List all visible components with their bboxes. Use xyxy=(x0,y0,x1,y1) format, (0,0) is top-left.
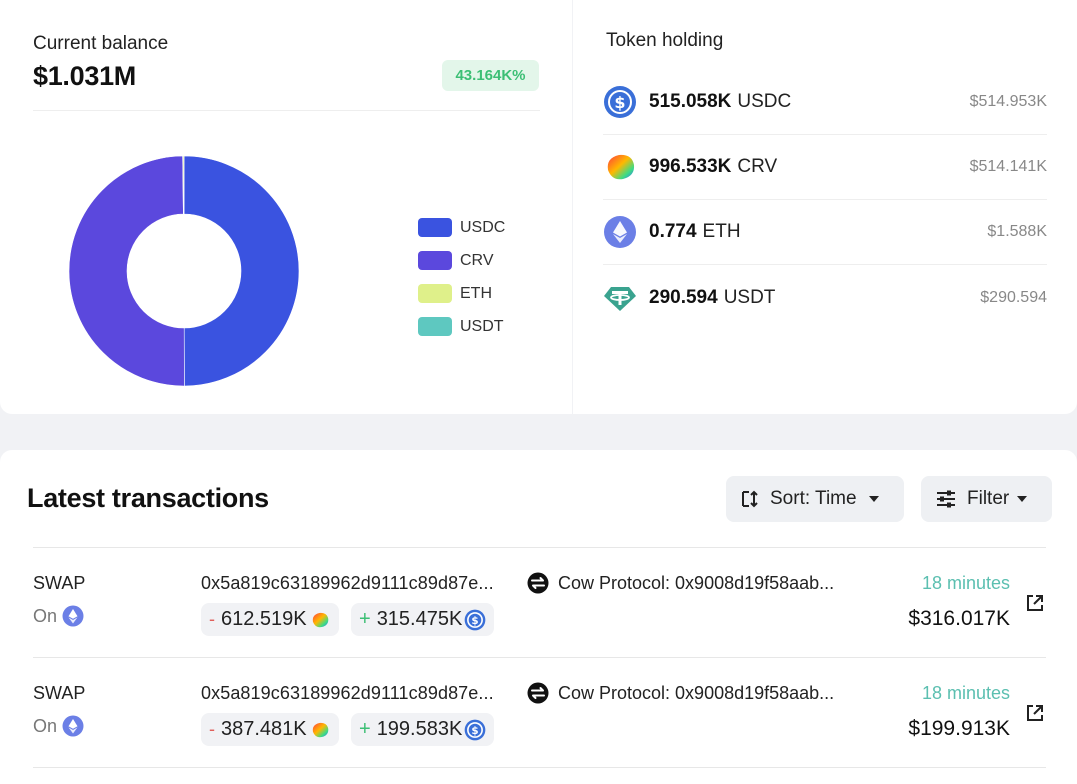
legend-swatch xyxy=(418,317,452,336)
transactions-title: Latest transactions xyxy=(27,483,269,513)
token-symbol: USDC xyxy=(737,91,792,112)
legend-swatch xyxy=(418,218,452,237)
usdc-icon: $ xyxy=(464,719,486,740)
usdc-icon: $ xyxy=(464,609,486,630)
swap-icon xyxy=(527,682,549,704)
token-value: $514.953K xyxy=(969,93,1047,110)
chart-legend: USDC CRV ETH USDT xyxy=(418,211,505,343)
tx-out-amount: - 387.481K xyxy=(201,713,339,746)
crv-icon xyxy=(607,154,635,180)
svg-text:$: $ xyxy=(614,93,625,112)
tx-chain: On xyxy=(33,605,84,627)
tx-on-label: On xyxy=(33,605,58,626)
eth-icon xyxy=(62,605,84,627)
sort-icon xyxy=(742,490,758,508)
crv-icon xyxy=(312,612,328,627)
legend-label: CRV xyxy=(460,251,494,269)
legend-swatch xyxy=(418,251,452,270)
amount-value: 315.475K xyxy=(376,608,463,630)
tx-out-amount: - 612.519K xyxy=(201,603,339,636)
tx-in-amount: + 199.583K $ xyxy=(351,713,495,746)
crv-icon xyxy=(312,722,328,737)
token-value: $514.141K xyxy=(969,158,1047,175)
legend-item-usdc: USDC xyxy=(418,211,505,244)
donut-slice-crv[interactable] xyxy=(68,155,185,387)
plus-sign: + xyxy=(359,608,371,630)
divider xyxy=(33,110,540,111)
usdt-icon xyxy=(604,286,636,311)
donut-chart xyxy=(68,155,300,387)
tx-usd-value: $316.017K xyxy=(908,607,1010,630)
token-amount: 290.594 xyxy=(649,286,718,308)
external-link-icon[interactable] xyxy=(1025,593,1045,613)
balance-card: Current balance $1.031M 43.164K% USDC CR… xyxy=(0,0,572,414)
token-amount: 996.533K xyxy=(649,156,732,177)
amount-value: 612.519K xyxy=(221,608,307,630)
filter-icon xyxy=(937,490,955,508)
amount-value: 387.481K xyxy=(221,718,307,740)
tx-on-label: On xyxy=(33,715,58,736)
divider xyxy=(33,767,1046,768)
plus-sign: + xyxy=(359,718,371,740)
tx-protocol-label: Cow Protocol: 0x9008d19f58aab... xyxy=(558,572,835,593)
legend-swatch xyxy=(418,284,452,303)
legend-label: ETH xyxy=(460,284,492,302)
token-row-usdt[interactable]: 290.594 USDT $290.594 xyxy=(603,265,1047,330)
svg-text:$: $ xyxy=(472,724,479,736)
minus-sign: - xyxy=(209,719,215,739)
token-holding-card: Token holding $ 515.058K USDC $514.953K … xyxy=(573,0,1077,414)
legend-item-crv: CRV xyxy=(418,244,505,277)
token-holding-title: Token holding xyxy=(606,30,724,51)
eth-icon xyxy=(62,715,84,737)
donut-slice-usdc[interactable] xyxy=(183,155,300,387)
eth-icon xyxy=(604,216,636,248)
filter-button[interactable]: Filter xyxy=(921,476,1052,522)
tx-protocol[interactable]: Cow Protocol: 0x9008d19f58aab... xyxy=(527,682,834,704)
tx-time: 18 minutes xyxy=(921,573,1010,593)
divider xyxy=(33,547,1046,548)
amount-value: 199.583K xyxy=(376,718,463,740)
legend-item-usdt: USDT xyxy=(418,310,505,343)
token-row-eth[interactable]: 0.774 ETH $1.588K xyxy=(603,200,1047,265)
svg-text:$: $ xyxy=(472,614,479,626)
transactions-card: Latest transactions Sort: Time Filter SW… xyxy=(0,450,1077,784)
filter-label: Filter xyxy=(967,488,1010,509)
tx-type: SWAP xyxy=(33,573,86,593)
swap-icon xyxy=(527,572,549,594)
sort-label: Sort: Time xyxy=(770,488,857,509)
tx-hash-link[interactable]: 0x5a819c63189962d9111c89d87e... xyxy=(201,683,494,703)
token-amount: 515.058K xyxy=(649,91,732,112)
tx-hash-link[interactable]: 0x5a819c63189962d9111c89d87e... xyxy=(201,573,494,593)
legend-item-eth: ETH xyxy=(418,277,505,310)
tx-chain: On xyxy=(33,715,84,737)
legend-label: USDT xyxy=(460,317,504,335)
token-symbol: ETH xyxy=(702,221,741,242)
caret-down-icon xyxy=(869,496,879,502)
token-value: $1.588K xyxy=(987,223,1047,240)
token-amount: 0.774 xyxy=(649,221,697,242)
tx-usd-value: $199.913K xyxy=(908,717,1010,740)
sort-button[interactable]: Sort: Time xyxy=(726,476,904,522)
external-link-icon[interactable] xyxy=(1025,703,1045,723)
tx-type: SWAP xyxy=(33,683,86,703)
usdc-icon: $ xyxy=(604,86,636,118)
legend-label: USDC xyxy=(460,218,506,236)
token-row-crv[interactable]: 996.533K CRV $514.141K xyxy=(603,135,1047,200)
change-badge: 43.164K% xyxy=(442,60,539,91)
token-row-usdc[interactable]: $ 515.058K USDC $514.953K xyxy=(603,70,1047,135)
tx-protocol[interactable]: Cow Protocol: 0x9008d19f58aab... xyxy=(527,572,834,594)
minus-sign: - xyxy=(209,609,215,629)
tx-in-amount: + 315.475K $ xyxy=(351,603,495,636)
tx-protocol-label: Cow Protocol: 0x9008d19f58aab... xyxy=(558,682,835,703)
token-symbol: CRV xyxy=(737,156,778,177)
caret-down-icon xyxy=(1017,496,1027,502)
token-symbol: USDT xyxy=(723,286,776,308)
balance-label: Current balance xyxy=(33,33,169,54)
balance-value: $1.031M xyxy=(33,61,136,91)
tx-time: 18 minutes xyxy=(921,683,1010,703)
divider xyxy=(33,657,1046,658)
token-value: $290.594 xyxy=(980,288,1047,306)
